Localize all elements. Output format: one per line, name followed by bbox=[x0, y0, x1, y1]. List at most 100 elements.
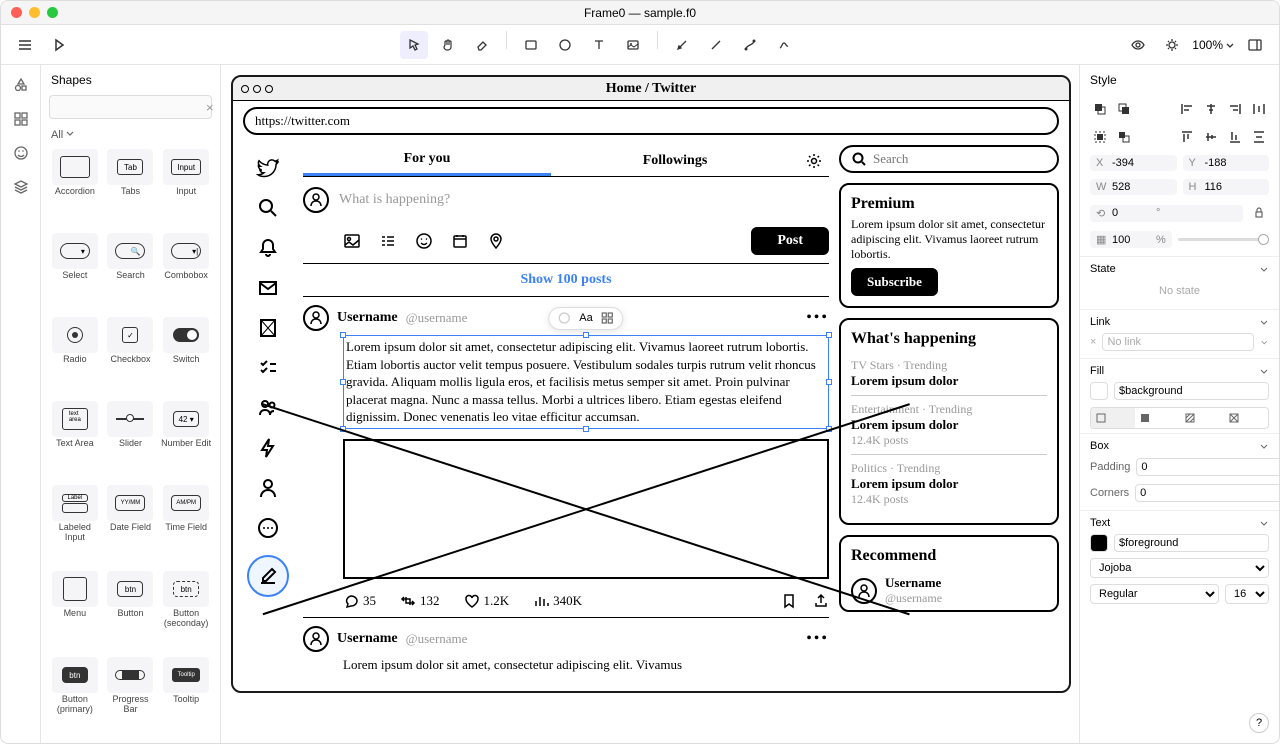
profile-icon[interactable] bbox=[255, 475, 281, 501]
selected-text[interactable]: Lorem ipsum dolor sit amet, consectetur … bbox=[343, 335, 829, 429]
tab-settings-icon[interactable] bbox=[799, 146, 829, 176]
image-placeholder[interactable] bbox=[343, 439, 829, 579]
shape-item[interactable]: AM/PMTime Field bbox=[160, 485, 212, 567]
align-top-icon[interactable] bbox=[1177, 127, 1197, 147]
view-stat[interactable]: 340K bbox=[533, 593, 582, 609]
floating-toolbar[interactable]: Aa bbox=[548, 307, 623, 330]
fill-modes[interactable] bbox=[1090, 407, 1269, 429]
rect-tool[interactable] bbox=[517, 31, 545, 59]
shape-item[interactable]: InputInput bbox=[160, 149, 212, 229]
minimize-dot[interactable] bbox=[29, 7, 40, 18]
trend-item[interactable]: TV Stars · TrendingLorem ipsum dolor bbox=[851, 352, 1047, 395]
rail-shapes-icon[interactable] bbox=[9, 73, 33, 97]
menu-button[interactable] bbox=[11, 31, 39, 59]
connector-tool[interactable] bbox=[736, 31, 764, 59]
maximize-dot[interactable] bbox=[47, 7, 58, 18]
search-box[interactable] bbox=[839, 145, 1059, 173]
w-input[interactable] bbox=[1112, 181, 1152, 193]
clear-icon[interactable]: × bbox=[206, 100, 214, 115]
chevron-down-icon[interactable] bbox=[1259, 317, 1269, 327]
shape-item[interactable]: Slider bbox=[105, 401, 157, 481]
trend-item[interactable]: Entertainment · TrendingLorem ipsum dolo… bbox=[851, 395, 1047, 454]
opacity-slider[interactable] bbox=[1178, 238, 1269, 241]
more-icon[interactable] bbox=[255, 515, 281, 541]
shape-item[interactable]: ✓Checkbox bbox=[105, 317, 157, 397]
shape-item[interactable]: Radio bbox=[49, 317, 101, 397]
bell-icon[interactable] bbox=[255, 235, 281, 261]
select-tool[interactable] bbox=[400, 31, 428, 59]
like-stat[interactable]: 1.2K bbox=[464, 593, 510, 609]
ellipse-tool[interactable] bbox=[551, 31, 579, 59]
send-back-icon[interactable] bbox=[1090, 99, 1110, 119]
bolt-icon[interactable] bbox=[255, 435, 281, 461]
group-icon[interactable] bbox=[1090, 127, 1110, 147]
shape-item[interactable]: Menu bbox=[49, 571, 101, 653]
url-bar[interactable]: https://twitter.com bbox=[243, 107, 1059, 135]
shape-item[interactable]: ▾Select bbox=[49, 233, 101, 313]
panels-button[interactable] bbox=[1241, 31, 1269, 59]
ungroup-icon[interactable] bbox=[1114, 127, 1134, 147]
list-icon[interactable] bbox=[255, 355, 281, 381]
compose-placeholder[interactable]: What is happening? bbox=[339, 192, 450, 208]
shape-item[interactable]: TabTabs bbox=[105, 149, 157, 229]
fill-hachure-icon[interactable] bbox=[1180, 408, 1224, 428]
close-dot[interactable] bbox=[11, 7, 22, 18]
shape-item[interactable]: ▾|Combobox bbox=[160, 233, 212, 313]
text-color-input[interactable] bbox=[1114, 534, 1269, 552]
emoji-icon[interactable] bbox=[415, 232, 433, 250]
distribute-v-icon[interactable] bbox=[1249, 127, 1269, 147]
shape-item[interactable]: LabelLabeled Input bbox=[49, 485, 101, 567]
shape-item[interactable]: Switch bbox=[160, 317, 212, 397]
bookmark-icon[interactable] bbox=[255, 315, 281, 341]
reply-stat[interactable]: 35 bbox=[343, 593, 376, 609]
fill-solid-icon[interactable] bbox=[1135, 408, 1179, 428]
fill-none-icon[interactable] bbox=[1091, 408, 1135, 428]
gif-icon[interactable] bbox=[379, 232, 397, 250]
chevron-down-icon[interactable] bbox=[1259, 264, 1269, 274]
shape-item[interactable]: btnButton bbox=[105, 571, 157, 653]
text-color-swatch[interactable] bbox=[1090, 534, 1108, 552]
fill-input[interactable] bbox=[1114, 382, 1269, 400]
post-more-icon[interactable]: ••• bbox=[806, 630, 829, 648]
eraser-tool[interactable] bbox=[468, 31, 496, 59]
text-tool[interactable] bbox=[585, 31, 613, 59]
shape-item[interactable]: Accordion bbox=[49, 149, 101, 229]
color-icon[interactable] bbox=[557, 311, 571, 325]
align-hcenter-icon[interactable] bbox=[1201, 99, 1221, 119]
padding-input[interactable] bbox=[1136, 458, 1279, 476]
size-select[interactable]: 16 bbox=[1225, 584, 1269, 604]
layout-icon[interactable] bbox=[601, 311, 615, 325]
preview-button[interactable] bbox=[1124, 31, 1152, 59]
align-right-icon[interactable] bbox=[1225, 99, 1245, 119]
lock-icon[interactable] bbox=[1249, 203, 1269, 223]
x-input[interactable] bbox=[1112, 157, 1152, 169]
image-icon[interactable] bbox=[343, 232, 361, 250]
chevron-down-icon[interactable] bbox=[1259, 518, 1269, 528]
image-tool[interactable] bbox=[619, 31, 647, 59]
post-username[interactable]: Username bbox=[337, 631, 398, 647]
help-button[interactable]: ? bbox=[1249, 713, 1269, 733]
search-icon[interactable] bbox=[255, 195, 281, 221]
align-bottom-icon[interactable] bbox=[1225, 127, 1245, 147]
post-more-icon[interactable]: ••• bbox=[806, 309, 829, 327]
freehand-tool[interactable] bbox=[770, 31, 798, 59]
fill-swatch[interactable] bbox=[1090, 382, 1108, 400]
corners-input[interactable] bbox=[1135, 484, 1279, 502]
h-input[interactable] bbox=[1205, 181, 1245, 193]
mail-icon[interactable] bbox=[255, 275, 281, 301]
bring-front-icon[interactable] bbox=[1114, 99, 1134, 119]
location-icon[interactable] bbox=[487, 232, 505, 250]
tab-foryou[interactable]: For you bbox=[303, 145, 551, 176]
share-icon[interactable] bbox=[813, 593, 829, 609]
opacity-input[interactable] bbox=[1112, 234, 1152, 246]
chevron-down-icon[interactable] bbox=[1259, 441, 1269, 451]
align-vcenter-icon[interactable] bbox=[1201, 127, 1221, 147]
font-select[interactable]: Jojoba bbox=[1090, 558, 1269, 578]
shape-item[interactable]: 🔍Search bbox=[105, 233, 157, 313]
shape-item[interactable]: btnButton (seconday) bbox=[160, 571, 212, 653]
rail-layers-icon[interactable] bbox=[9, 175, 33, 199]
trend-item[interactable]: Politics · TrendingLorem ipsum dolor12.4… bbox=[851, 454, 1047, 513]
hand-tool[interactable] bbox=[434, 31, 462, 59]
shapes-search[interactable]: × bbox=[49, 95, 212, 119]
rotation-input[interactable] bbox=[1112, 207, 1152, 219]
